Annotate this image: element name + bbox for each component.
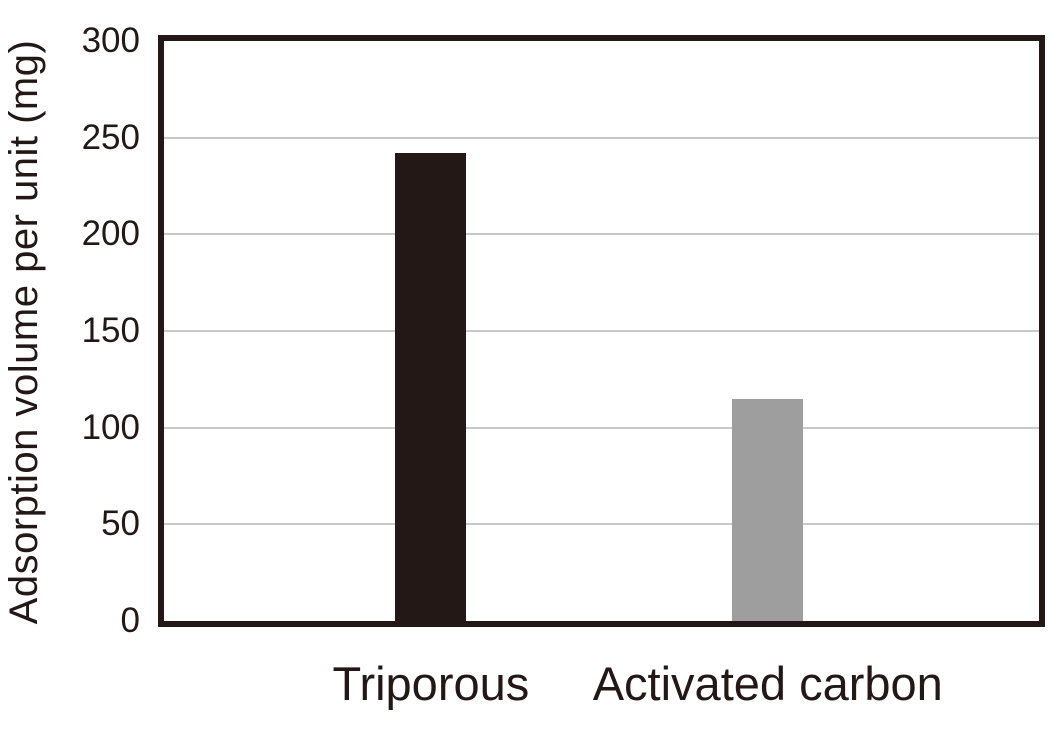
y-axis-ticks: 0 50 100 150 200 250 300 xyxy=(0,0,140,736)
x-category-label-activated-carbon: Activated carbon xyxy=(592,657,943,710)
gridline-200 xyxy=(164,233,1039,236)
y-tick-label-200: 200 xyxy=(81,214,140,254)
bar-activated-carbon xyxy=(732,398,804,621)
y-tick-label-100: 100 xyxy=(81,407,140,447)
gridline-250 xyxy=(164,136,1039,139)
y-tick-label-150: 150 xyxy=(81,311,140,350)
gridline-150 xyxy=(164,330,1039,332)
y-tick-label-50: 50 xyxy=(101,504,140,544)
y-tick-label-250: 250 xyxy=(81,117,140,157)
gridline-100 xyxy=(164,426,1039,429)
y-tick-label-0: 0 xyxy=(120,601,140,640)
x-category-label-triporous: Triporous xyxy=(332,657,530,710)
y-tick-label-300: 300 xyxy=(81,21,140,60)
bar-triporous xyxy=(395,153,467,621)
gridline-50 xyxy=(164,523,1039,526)
plot-area xyxy=(158,35,1045,627)
